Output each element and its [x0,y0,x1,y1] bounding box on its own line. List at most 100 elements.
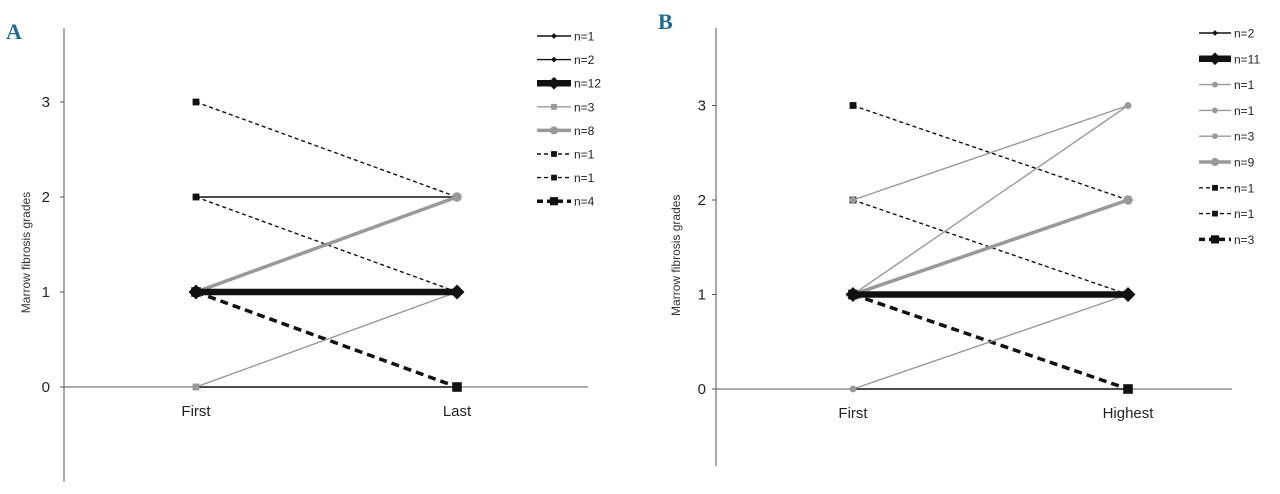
panel-label: B [658,9,673,34]
y-axis-label: Marrow fibrosis grades [669,195,683,316]
legend-label: n=3 [1234,233,1255,247]
series-5 [191,192,462,297]
series-line [852,104,1129,201]
legend-item: n=3 [537,100,595,114]
data-point [849,102,857,109]
legend-marker [1212,210,1218,217]
data-point [1123,195,1133,205]
chart-panel-b: B 0 1 2 3 Marrow fibrosis grades First Highest n… [658,9,1260,466]
series-line [195,101,458,198]
data-point [449,284,465,300]
legend-item: n=8 [537,124,595,138]
legend-label: n=1 [1234,78,1255,92]
y-tick-label: 0 [698,381,706,398]
legend-label: n=11 [1234,52,1260,66]
legend-label: n=3 [574,100,595,114]
legend-marker [551,56,557,63]
legend-label: n=1 [1234,207,1255,221]
legend-item: n=1 [537,30,595,44]
legend-label: n=2 [574,53,595,67]
legend-label: n=2 [1234,27,1255,41]
legend-label: n=1 [1234,104,1255,118]
legend: n=2 n=11 n=1 n=1 n=3 n=9 n=1 n=1 n=3 [1199,27,1260,247]
data-point [188,284,204,300]
series-line [852,198,1129,297]
legend: n=1 n=2 n=12 n=3 n=8 n=1 n=1 n=4 [537,30,601,209]
data-point [1120,287,1136,302]
y-tick-label: 1 [698,287,706,304]
y-axis-label: Marrow fibrosis grades [19,192,33,313]
legend-item: n=1 [537,148,595,162]
legend-label: n=8 [574,124,595,138]
legend-marker [1212,81,1218,88]
series-line [195,196,458,293]
legend-item: n=2 [537,53,595,67]
y-tick-label: 0 [42,379,50,396]
y-tick-label: 3 [698,98,706,115]
y-tick-label: 2 [698,192,706,209]
series-line [195,195,458,294]
x-tick-label: Last [443,403,472,420]
series-6 [848,195,1133,300]
legend-item: n=1 [537,171,595,185]
legend-item: n=1 [1199,104,1255,118]
legend-marker [1212,184,1218,191]
legend-marker [551,174,557,181]
legend-item: n=4 [537,195,595,209]
legend-marker [1212,107,1218,114]
series-line [852,293,1129,390]
data-point [192,98,200,106]
legend-marker [549,197,559,206]
legend-item: n=3 [1199,130,1255,144]
legend-item: n=3 [1199,233,1255,247]
series-1 [849,385,1132,393]
legend-marker [551,33,557,39]
x-tick-label: First [181,403,211,420]
data-point [849,196,857,204]
data-point [192,193,200,201]
data-point [452,382,462,392]
legend-item: n=12 [537,77,601,91]
x-tick-label: Highest [1103,405,1155,422]
series-3 [849,102,1132,204]
legend-marker [551,103,557,110]
legend-label: n=1 [574,30,595,44]
x-tick-label: First [838,405,868,422]
legend-label: n=9 [1234,156,1255,170]
legend-label: n=1 [1234,181,1255,195]
legend-item: n=1 [1199,207,1255,221]
legend-label: n=4 [574,195,595,209]
series-4 [849,102,1132,298]
legend-marker [1212,30,1218,36]
y-tick-label: 3 [42,94,50,111]
series-line [195,291,458,388]
series-2 [192,383,461,391]
y-tick-label: 1 [42,284,50,301]
data-point [845,287,861,302]
series-6 [192,98,461,201]
legend-marker [1212,133,1218,140]
legend-label: n=1 [574,148,595,162]
series-line [852,104,1129,296]
legend-marker [1210,157,1220,167]
data-point [452,192,462,202]
legend-item: n=9 [1199,156,1255,170]
data-point [192,383,200,391]
series-2 [845,287,1136,302]
legend-item: n=2 [1199,27,1255,41]
legend-label: n=1 [574,171,595,185]
legend-marker [549,126,559,135]
legend-marker [551,151,557,157]
legend-label: n=3 [1234,130,1255,144]
series-3 [188,284,465,300]
panel-label: A [6,19,22,44]
y-tick-label: 2 [42,189,50,206]
legend-label: n=12 [574,77,601,91]
legend-marker [1208,52,1222,66]
legend-item: n=1 [1199,78,1255,92]
data-point [1124,102,1132,109]
legend-marker [547,76,561,90]
legend-marker [1210,235,1220,244]
